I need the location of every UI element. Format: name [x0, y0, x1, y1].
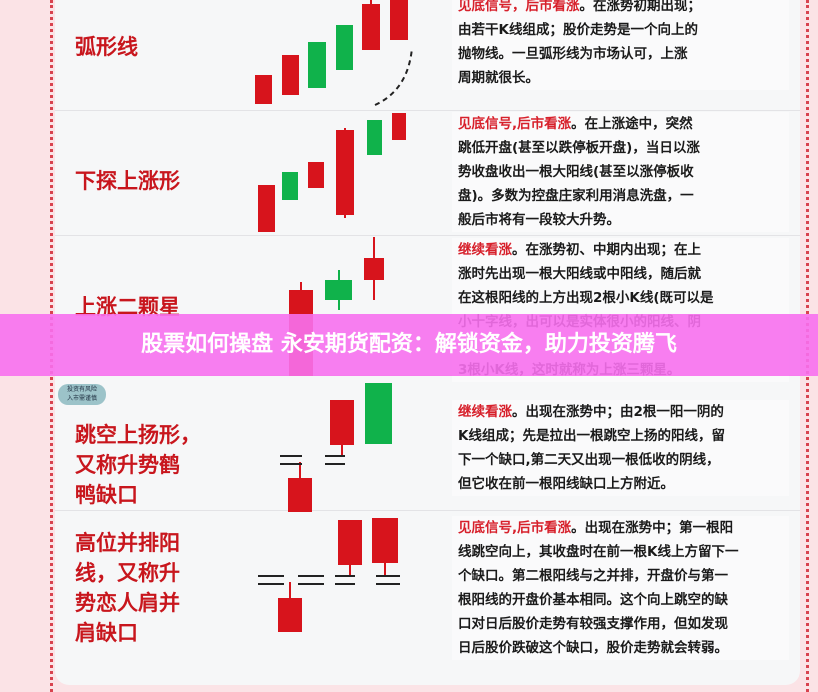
signal-text: 继续看涨	[458, 242, 512, 258]
pattern-name: 下探上涨形	[75, 169, 180, 193]
description-line: 见底信号,后市看涨。出现在涨势中；第一根阳	[458, 520, 734, 536]
candle-body	[255, 75, 272, 104]
pattern-name: 跳空上扬形， 又称升势鹤 鸭缺口	[75, 423, 201, 507]
candlestick	[258, 185, 275, 232]
pattern-row-2	[55, 110, 800, 236]
gap-marker	[298, 575, 324, 585]
candlestick	[308, 42, 326, 88]
pattern-description: 见底信号，后市看涨。在涨势初期出现； 由若干K线组成；股价走势是一个向上的 抛物线。…	[452, 0, 789, 90]
candle-body	[282, 55, 299, 95]
candlestick	[367, 120, 382, 155]
candlestick	[325, 270, 352, 310]
candlestick	[282, 55, 299, 95]
candlestick	[372, 518, 398, 576]
candle-body	[372, 518, 398, 563]
candlestick	[288, 462, 312, 512]
candlestick	[330, 400, 354, 456]
candle-body	[258, 185, 275, 232]
signal-text: 继续看涨	[458, 404, 512, 420]
candlestick	[278, 582, 302, 632]
gap-marker	[325, 455, 345, 465]
candlestick	[365, 383, 392, 444]
description-line: 口对日后股价走势有较强支撑作用，但如发现	[458, 616, 728, 632]
candlestick	[338, 520, 362, 576]
candlestick	[390, 0, 408, 40]
description-line: 日后股价跌破这个缺口，股价走势就会转弱。	[458, 640, 728, 656]
description-line: 下一个缺口,第二天又出现一根低收的阴线，	[458, 452, 720, 468]
risk-badge: 投资有风险 入市需谨慎	[58, 384, 106, 405]
candle-body	[336, 130, 354, 215]
gap-marker	[335, 575, 355, 585]
pattern-description: 继续看涨。出现在涨势中；由2根一阳一阴的 K线组成；先是拉出一根跳空上扬的阳线，留…	[452, 400, 789, 496]
description-line: K线组成；先是拉出一根跳空上扬的阳线，留	[458, 428, 725, 444]
pattern-name: 弧形线	[75, 35, 138, 59]
candlestick	[255, 75, 272, 104]
candle-body	[390, 0, 408, 40]
signal-text: 见底信号，后市看涨	[458, 0, 580, 14]
signal-text: 见底信号,后市看涨	[458, 520, 572, 536]
candle-body	[364, 258, 384, 280]
candlestick	[392, 113, 406, 140]
description-line: 个缺口。第二根阳线与之并排，开盘价与第一	[458, 568, 728, 584]
candle-body	[330, 400, 354, 445]
overlay-banner: 股票如何操盘 永安期货配资：解锁资金，助力投资腾飞	[0, 314, 818, 376]
candlestick	[364, 237, 384, 300]
candle-body	[278, 598, 302, 632]
arc-dashed-curve	[374, 47, 413, 106]
gap-marker	[376, 575, 400, 585]
candle-body	[367, 120, 382, 155]
candle-body	[308, 162, 324, 188]
description-line: 盘)。多数为控盘庄家利用消息洗盘，一	[458, 188, 694, 204]
candle-body	[282, 172, 298, 200]
signal-text: 见底信号,后市看涨	[458, 116, 572, 132]
pattern-description: 见底信号,后市看涨。出现在涨势中；第一根阳 线跳空向上，其收盘时在前一根K线上方留…	[452, 516, 789, 660]
candle-body	[365, 383, 392, 444]
pattern-name: 高位并排阳 线，又称升 势恋人肩并 肩缺口	[75, 531, 180, 645]
pattern-row-1	[55, 0, 800, 111]
candlestick	[362, 0, 380, 50]
description-line: 涨时先出现一根大阳线或中阳线，随后就	[458, 266, 701, 282]
description-line: 继续看涨。在涨势初、中期内出现；在上	[458, 242, 701, 258]
candle-body	[308, 42, 326, 88]
description-line: 周期就很长。	[458, 70, 539, 86]
candle-body	[362, 4, 380, 50]
description-line: 根阳线的开盘价基本相同。这个向上跳空的缺	[458, 592, 728, 608]
pattern-description: 见底信号,后市看涨。在上涨途中，突然 跳低开盘(甚至以跌停板开盘)，当日以涨 势收盘…	[452, 112, 789, 232]
candle-body	[338, 520, 362, 565]
description-line: 跳低开盘(甚至以跌停板开盘)，当日以涨	[458, 140, 700, 156]
candle-body	[288, 478, 312, 512]
description-line: 势收盘收出一根大阳线(甚至以涨停板收	[458, 164, 694, 180]
description-line: 继续看涨。出现在涨势中；由2根一阳一阴的	[458, 404, 724, 420]
description-line: 见底信号,后市看涨。在上涨途中，突然	[458, 116, 693, 132]
candlestick	[336, 25, 353, 70]
description-line: 由若干K线组成；股价走势是一个向上的	[458, 22, 698, 38]
candlestick	[308, 162, 324, 188]
candlestick	[336, 128, 354, 218]
candle-body	[336, 25, 353, 70]
description-line: 般后市将有一段较大升势。	[458, 212, 620, 228]
candle-body	[325, 280, 352, 300]
gap-marker	[258, 575, 284, 585]
description-line: 见底信号，后市看涨。在涨势初期出现；	[458, 0, 701, 14]
gap-marker	[280, 455, 302, 465]
description-line: 但它收在前一根阳线缺口上方附近。	[458, 476, 674, 492]
candlestick	[282, 172, 298, 200]
description-line: 线跳空向上，其收盘时在前一根K线上方留下一	[458, 544, 739, 560]
description-line: 在这根阳线的上方出现2根小K线(既可以是	[458, 290, 714, 306]
candle-body	[392, 113, 406, 140]
description-line: 抛物线。一旦弧形线为市场认可，上涨	[458, 46, 688, 62]
pattern-row-4	[55, 375, 800, 511]
